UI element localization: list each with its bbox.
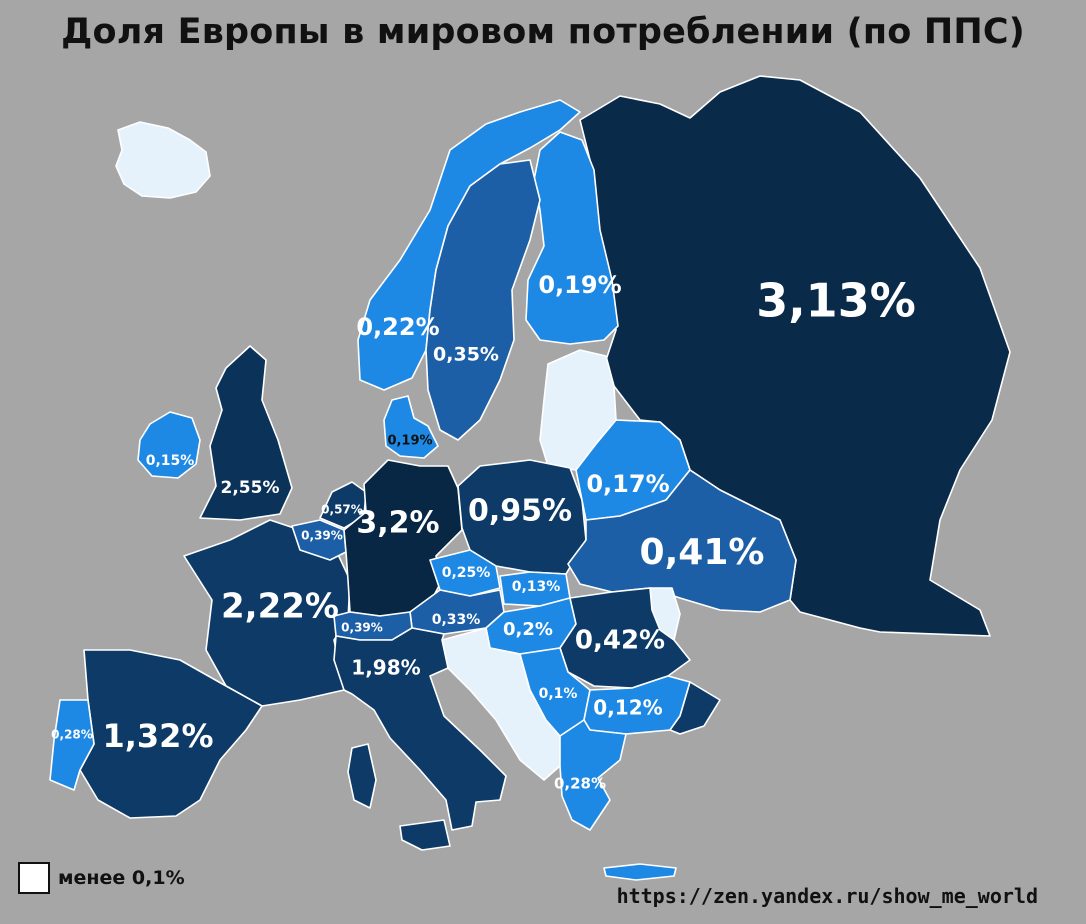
- russia-label: 3,13%: [756, 274, 916, 328]
- greece-region: [559, 719, 627, 831]
- legend-label: менее 0,1%: [58, 867, 185, 889]
- sweden-label: 0,35%: [433, 344, 499, 366]
- ukraine-label: 0,41%: [640, 532, 765, 573]
- legend-swatch: [18, 862, 50, 894]
- spain-label: 1,32%: [102, 717, 213, 755]
- austria-label: 0,33%: [432, 612, 481, 628]
- map-title: Доля Европы в мировом потреблении (по ПП…: [61, 12, 1025, 52]
- poland-label: 0,95%: [468, 494, 572, 529]
- bulgaria-label: 0,12%: [593, 696, 662, 720]
- ireland-region: [137, 411, 201, 479]
- portugal-region: [49, 699, 95, 791]
- france-region: [183, 519, 351, 707]
- russia-region: [579, 75, 1011, 637]
- belgium-label: 0,39%: [301, 529, 343, 543]
- serbia-label: 0,1%: [539, 686, 578, 702]
- uk-label: 2,55%: [221, 478, 280, 498]
- greece-label: 0,28%: [554, 775, 606, 793]
- slovakia-label: 0,13%: [512, 579, 561, 595]
- ukraine-region: [567, 469, 797, 613]
- crete-region: [603, 863, 677, 881]
- legend: менее 0,1%: [18, 862, 185, 894]
- sicily-region: [399, 819, 451, 851]
- italy-region: [333, 627, 507, 831]
- source-url: https://zen.yandex.ru/show_me_world: [616, 884, 1038, 908]
- germany-label: 3,2%: [356, 506, 439, 541]
- sweden-region: [425, 159, 541, 441]
- finland-label: 0,19%: [538, 271, 621, 299]
- turkey-region: [669, 681, 721, 735]
- belarus-label: 0,17%: [586, 470, 669, 498]
- france-label: 2,22%: [221, 587, 339, 627]
- norway-label: 0,22%: [356, 313, 439, 341]
- finland-region: [525, 131, 619, 345]
- czechia-label: 0,25%: [442, 565, 491, 581]
- portugal-label: 0,28%: [51, 728, 93, 742]
- italy-label: 1,98%: [351, 656, 420, 680]
- denmark-label: 0,19%: [387, 434, 432, 449]
- ireland-label: 0,15%: [146, 453, 195, 469]
- romania-region: [559, 587, 691, 689]
- iceland-region: [115, 121, 211, 199]
- denmark-region: [383, 395, 439, 459]
- sardinia-region: [347, 743, 377, 809]
- hungary-label: 0,2%: [503, 619, 553, 640]
- switzerland-label: 0,39%: [341, 621, 383, 635]
- romania-label: 0,42%: [575, 626, 665, 656]
- netherlands-label: 0,57%: [321, 503, 363, 517]
- uk-region: [199, 345, 293, 521]
